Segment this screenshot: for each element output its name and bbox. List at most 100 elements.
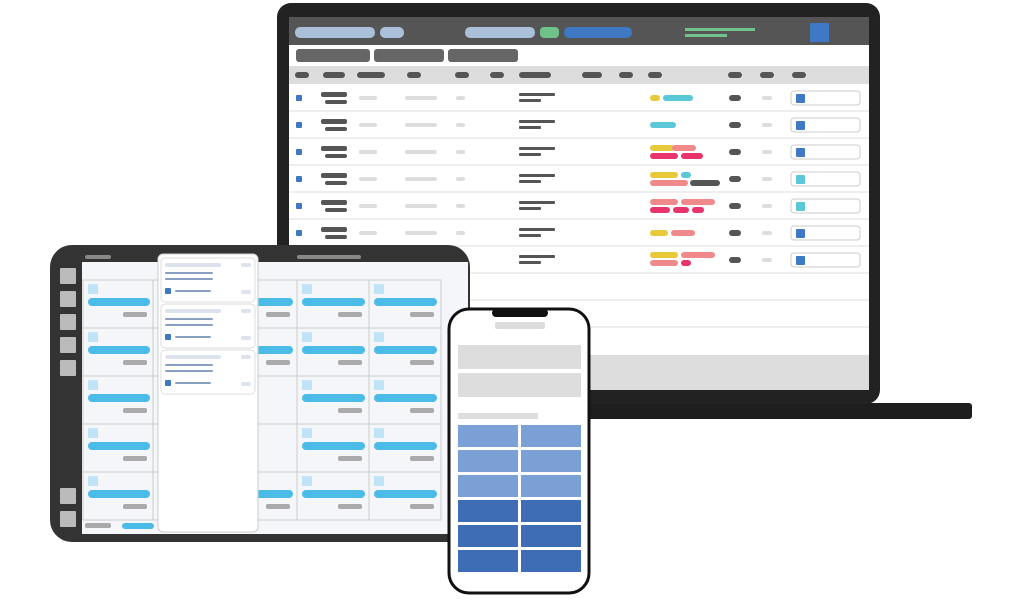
- cell-icon: [88, 476, 98, 486]
- phone-tile: [521, 500, 581, 522]
- row-text: [359, 231, 377, 235]
- row-input-icon: [796, 229, 805, 238]
- row-text: [325, 100, 347, 104]
- row-text: [519, 234, 541, 237]
- phone-block: [458, 373, 581, 397]
- row-input-icon: [796, 256, 805, 265]
- row-tag: [650, 122, 676, 128]
- cell-note: [338, 312, 362, 317]
- row-tag: [650, 252, 678, 258]
- cell-note: [338, 360, 362, 365]
- row-text: [519, 147, 555, 150]
- tablet-topbar-pill: [85, 255, 111, 259]
- row-status: [729, 95, 741, 101]
- cell-icon: [374, 332, 384, 342]
- row-tag: [681, 153, 703, 159]
- row-checkbox: [296, 95, 302, 101]
- card-line: [175, 290, 211, 292]
- row-tag: [650, 199, 678, 205]
- header-pill: [323, 72, 345, 78]
- row-tag: [663, 95, 693, 101]
- cell-icon: [88, 428, 98, 438]
- row-input-icon: [796, 148, 805, 157]
- sidebar-icon: [60, 511, 76, 527]
- sidebar-icon: [60, 268, 76, 284]
- row-checkbox: [296, 203, 302, 209]
- row-tag: [692, 207, 704, 213]
- card-line: [165, 355, 221, 359]
- cell-note: [266, 504, 290, 509]
- cell-icon: [374, 284, 384, 294]
- row-text: [405, 123, 437, 127]
- row-text: [405, 177, 437, 181]
- phone-tile: [458, 450, 518, 472]
- cell-event: [88, 346, 150, 354]
- phone-tile: [521, 550, 581, 572]
- row-text: [519, 174, 555, 177]
- cell-note: [123, 504, 147, 509]
- row-status: [729, 149, 741, 155]
- topbar-pill: [295, 27, 375, 38]
- tab: [448, 49, 518, 62]
- row-text: [519, 201, 555, 204]
- row-text: [519, 228, 555, 231]
- row-text: [325, 235, 347, 239]
- cell-icon: [374, 428, 384, 438]
- card-line: [175, 382, 211, 384]
- row-text: [519, 126, 541, 129]
- row-checkbox: [296, 149, 302, 155]
- cell-note: [338, 504, 362, 509]
- cell-event: [302, 442, 365, 450]
- cell-note: [410, 312, 434, 317]
- row-text: [325, 154, 347, 158]
- phone-tile: [521, 425, 581, 447]
- phone-tile: [521, 525, 581, 547]
- cell-icon: [302, 284, 312, 294]
- popover-cards: [160, 257, 256, 395]
- row-text: [321, 227, 347, 232]
- topbar-button: [810, 23, 829, 42]
- topbar-line: [685, 34, 727, 37]
- row-text: [359, 96, 377, 100]
- tablet-footer-pill: [122, 523, 154, 529]
- row-text: [321, 200, 347, 205]
- cell-event: [302, 394, 365, 402]
- row-status: [729, 176, 741, 182]
- card-line: [165, 318, 213, 320]
- header-pill: [455, 72, 469, 78]
- row-tag: [650, 172, 678, 178]
- cell-event: [374, 346, 437, 354]
- card-line: [165, 272, 213, 274]
- row-text: [321, 92, 347, 97]
- cell-note: [123, 456, 147, 461]
- cell-event: [302, 346, 365, 354]
- cell-note: [266, 312, 290, 317]
- cell-event: [88, 490, 150, 498]
- row-tag: [681, 252, 715, 258]
- card-chip: [241, 263, 251, 267]
- row-tag: [673, 207, 689, 213]
- row-text: [456, 123, 465, 127]
- row-tag: [650, 260, 678, 266]
- row-status: [729, 230, 741, 236]
- topbar-pill: [380, 27, 404, 38]
- sidebar-icon: [60, 360, 76, 376]
- table-body: [289, 72, 869, 328]
- row-tag: [650, 95, 660, 101]
- row-status: [762, 204, 772, 208]
- header-pill: [760, 72, 774, 78]
- row-checkbox: [296, 176, 302, 182]
- sidebar-icon: [60, 488, 76, 504]
- cell-icon: [302, 428, 312, 438]
- row-input: [790, 225, 861, 241]
- header-pill: [728, 72, 742, 78]
- row-text: [359, 177, 377, 181]
- header-pill: [648, 72, 662, 78]
- row-input-icon: [796, 121, 805, 130]
- header-pill: [407, 72, 421, 78]
- row-status: [762, 150, 772, 154]
- cell-note: [338, 408, 362, 413]
- cell-icon: [88, 284, 98, 294]
- row-status: [729, 203, 741, 209]
- cell-note: [410, 504, 434, 509]
